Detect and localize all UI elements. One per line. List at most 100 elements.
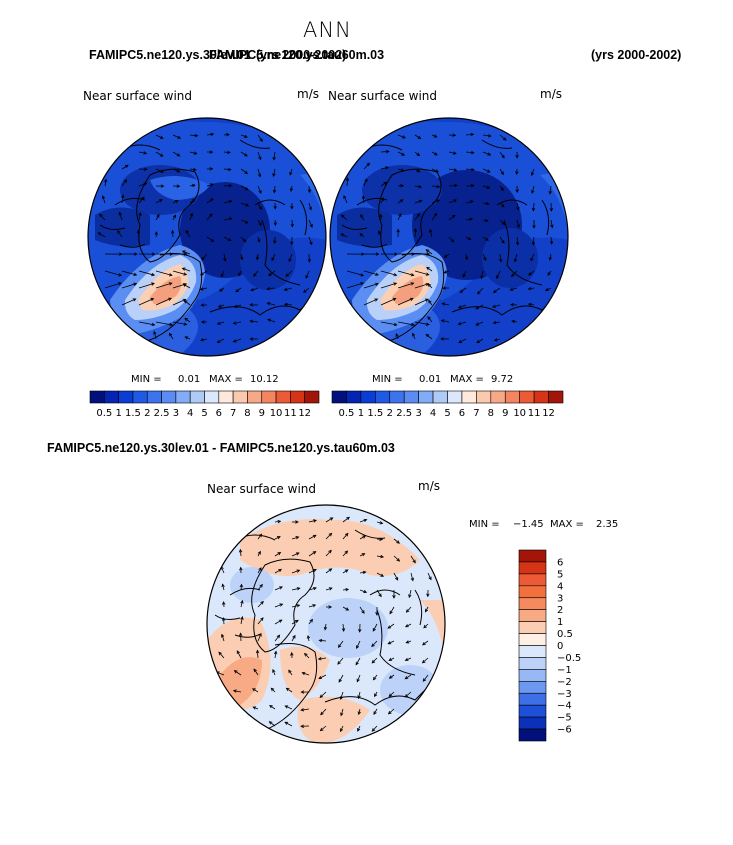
wind-vector-head bbox=[169, 332, 173, 337]
wind-vector bbox=[240, 253, 243, 260]
wind-vector-head bbox=[516, 206, 520, 211]
wind-vector-head bbox=[301, 671, 306, 676]
wind-vector-head bbox=[363, 589, 368, 594]
colorbar1-swatch bbox=[146, 390, 162, 404]
colorbar1-tick-label: 0.5 bbox=[96, 408, 112, 419]
wind-vector bbox=[325, 587, 333, 591]
panel3-min-value: −1.45 bbox=[513, 519, 544, 530]
wind-vector bbox=[172, 200, 179, 204]
wind-vector bbox=[220, 270, 225, 277]
wind-vector bbox=[189, 151, 197, 155]
wind-vector-head bbox=[389, 610, 393, 615]
wind-vector bbox=[380, 298, 396, 306]
wind-vector-head bbox=[300, 690, 305, 694]
wind-vector-head bbox=[510, 303, 514, 307]
colorbar2-swatch bbox=[519, 390, 535, 404]
wind-vector bbox=[499, 151, 505, 159]
wind-vector-head bbox=[183, 300, 188, 304]
wind-vector bbox=[285, 270, 293, 277]
wind-vector-head bbox=[453, 168, 458, 172]
wind-vector bbox=[397, 282, 414, 289]
wind-vector bbox=[342, 623, 345, 632]
wind-vector-head bbox=[360, 282, 365, 286]
wind-vector bbox=[387, 623, 395, 629]
wind-vector-head bbox=[442, 286, 446, 290]
wind-vector bbox=[388, 657, 395, 661]
colorbar3-tick-label: −3 bbox=[557, 689, 572, 700]
wind-vector-head bbox=[249, 337, 254, 341]
wind-vector-head bbox=[357, 695, 361, 700]
wind-vector-head bbox=[527, 302, 532, 307]
wind-vector-head bbox=[305, 274, 309, 279]
wind-vector-head bbox=[394, 252, 398, 256]
colorbar2-tick-label: 9 bbox=[502, 408, 508, 419]
wind-vector bbox=[458, 304, 467, 309]
wind-vector-head bbox=[411, 332, 416, 337]
wind-vector-head bbox=[436, 199, 441, 203]
panel1-max-value: 10.12 bbox=[250, 374, 279, 385]
wind-vector-head bbox=[272, 668, 276, 673]
panel1-min-value: 0.01 bbox=[178, 374, 201, 385]
wind-vector-head bbox=[344, 550, 349, 555]
wind-vector bbox=[223, 217, 232, 221]
wind-vector bbox=[234, 304, 242, 308]
wind-vector bbox=[289, 168, 293, 176]
wind-vector-head bbox=[405, 609, 410, 613]
colorbar2-swatch bbox=[504, 390, 520, 404]
wind-vector-head bbox=[252, 706, 257, 710]
wind-vector-head bbox=[245, 203, 250, 207]
wind-vector-head bbox=[132, 298, 137, 302]
wind-vector-head bbox=[339, 696, 344, 700]
wind-vector bbox=[99, 214, 106, 221]
wind-vector bbox=[284, 287, 293, 291]
wind-vector-head bbox=[360, 214, 364, 218]
wind-vector bbox=[405, 623, 412, 628]
wind-vector-head bbox=[296, 569, 301, 573]
wind-vector bbox=[218, 652, 225, 659]
wind-vector bbox=[236, 650, 242, 659]
wind-vector-head bbox=[160, 184, 165, 188]
wind-vector-head bbox=[501, 203, 505, 208]
wind-vector bbox=[301, 708, 310, 711]
colorbar2-tick-label: 8 bbox=[488, 408, 494, 419]
wind-vector-head bbox=[151, 272, 156, 277]
wind-vector-head bbox=[121, 194, 125, 199]
wind-vector bbox=[240, 600, 243, 608]
wind-vector bbox=[360, 214, 365, 221]
panel2-variable: Near surface wind bbox=[328, 89, 437, 103]
wind-vector-head bbox=[492, 304, 496, 308]
wind-vector-head bbox=[191, 198, 196, 203]
wind-vector bbox=[153, 331, 157, 340]
colorbar3-swatch bbox=[518, 669, 547, 682]
colorbar1-tick-label: 2.5 bbox=[154, 408, 170, 419]
wind-vector-head bbox=[300, 724, 304, 728]
wind-vector-head bbox=[168, 273, 173, 277]
wind-vector-head bbox=[257, 173, 262, 178]
wind-vector-head bbox=[170, 229, 175, 234]
wind-vector bbox=[380, 181, 387, 187]
wind-vector bbox=[288, 669, 293, 676]
wind-vector bbox=[256, 650, 259, 659]
wind-vector bbox=[189, 168, 197, 171]
wind-vector-head bbox=[485, 237, 489, 241]
wind-vector bbox=[496, 270, 501, 279]
wind-vector-head bbox=[328, 587, 333, 591]
wind-vector-head bbox=[266, 302, 271, 306]
colorbar1-tick-label: 3 bbox=[173, 408, 179, 419]
wind-vector bbox=[233, 690, 242, 693]
wind-vector bbox=[274, 651, 277, 659]
wind-vector bbox=[137, 230, 140, 238]
wind-vector bbox=[516, 236, 519, 245]
wind-vector-head bbox=[548, 190, 552, 195]
wind-vector-head bbox=[469, 200, 474, 204]
wind-vector bbox=[482, 134, 491, 137]
wind-vector-head bbox=[278, 619, 283, 623]
wind-vector bbox=[516, 202, 519, 210]
wind-vector bbox=[274, 552, 281, 557]
wind-vector-head bbox=[273, 240, 277, 245]
wind-vector-head bbox=[404, 657, 409, 661]
wind-vector-head bbox=[530, 257, 534, 262]
wind-vector bbox=[395, 333, 399, 340]
colorbar1-swatch bbox=[247, 390, 263, 404]
